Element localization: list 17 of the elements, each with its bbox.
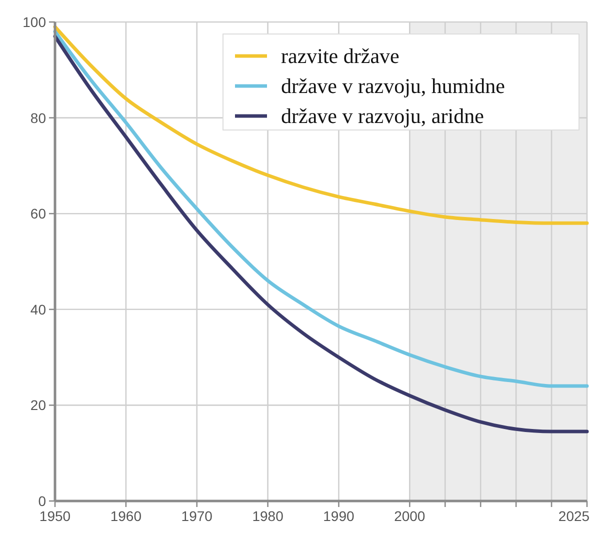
x-tick-label: 1980 (252, 508, 284, 524)
x-tick-label: 1960 (110, 508, 142, 524)
x-tick-label: 1950 (39, 508, 71, 524)
y-tick-label: 80 (30, 110, 46, 126)
legend-label: razvite države (281, 44, 400, 68)
y-tick-label: 60 (30, 206, 46, 222)
y-tick-label: 0 (38, 493, 46, 509)
line-series (53, 25, 589, 225)
x-tick-label: 1970 (181, 508, 213, 524)
y-tick-label: 100 (22, 14, 46, 30)
legend-label: države v razvoju, aridne (281, 104, 484, 128)
y-tick-label: 40 (30, 301, 46, 318)
x-tick-label: 1990 (323, 508, 355, 524)
x-tick-label: 2000 (394, 508, 426, 524)
legend-label: države v razvoju, humidne (281, 74, 505, 98)
x-tick-label: 2025 (558, 508, 590, 524)
y-tick-label: 20 (30, 397, 46, 414)
